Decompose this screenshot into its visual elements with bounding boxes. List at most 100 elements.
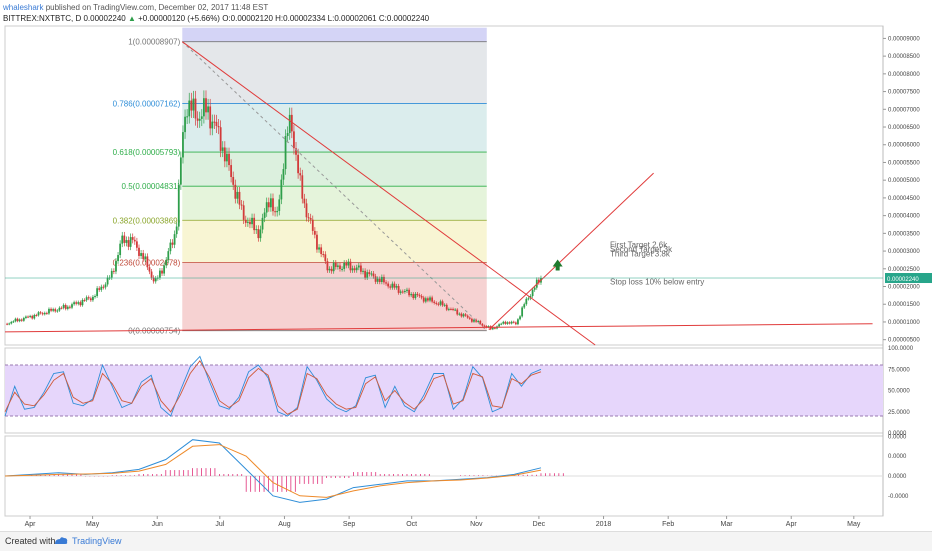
candle-body	[508, 322, 511, 324]
candle-body	[41, 313, 44, 315]
candle-body	[205, 98, 207, 113]
candle-body	[198, 118, 201, 121]
candle-body	[242, 205, 245, 220]
candle-body	[64, 304, 67, 309]
candle-body	[66, 306, 69, 309]
candle-body	[159, 270, 161, 278]
candle-body	[387, 283, 390, 287]
candle-body	[517, 319, 519, 325]
candle-body	[345, 262, 348, 266]
candle-body	[50, 308, 52, 311]
candle-body	[305, 203, 308, 218]
candle-body	[123, 235, 126, 243]
macd-tick-label: 0.0000	[888, 474, 907, 480]
candle-body	[410, 293, 413, 296]
candle-body	[182, 132, 184, 158]
candle-body	[69, 306, 71, 308]
candle-body	[62, 304, 65, 308]
candle-body	[368, 272, 371, 275]
price-tick-label: 0.00008000	[888, 72, 920, 78]
candle-body	[121, 235, 124, 244]
annotation-stop-loss: Stop loss 10% below entry	[610, 278, 704, 287]
candle-body	[150, 271, 153, 278]
candle-body	[27, 316, 29, 318]
candle-body	[81, 299, 84, 306]
high-value: 0.00002334	[283, 14, 326, 23]
price-tick-label: 0.00003500	[888, 231, 920, 237]
candle-body	[385, 282, 387, 284]
candle-body	[48, 308, 50, 314]
candle-body	[412, 293, 415, 299]
candle-body	[215, 121, 218, 127]
candle-body	[311, 219, 314, 231]
candle-body	[355, 267, 358, 271]
published-text: published on TradingView.com, December 0…	[45, 3, 269, 12]
candle-body	[424, 298, 427, 302]
candle-body	[232, 176, 235, 185]
price-tick-label: 0.00004500	[888, 196, 920, 202]
candle-body	[504, 321, 507, 324]
candle-body	[10, 321, 13, 324]
candle-body	[196, 118, 199, 121]
price-chart[interactable]: 0.786(0.00007162) 0.618(0.00005793) 0.5(0.…	[0, 0, 932, 530]
candle-body	[100, 286, 103, 290]
fib-zone	[182, 262, 487, 331]
stoch-tick-label: 0.0000	[888, 431, 907, 437]
candle-body	[230, 165, 233, 177]
candle-body	[441, 301, 444, 306]
support-trendline	[4, 323, 873, 333]
candle-body	[280, 179, 283, 200]
candle-body	[92, 296, 94, 301]
candle-body	[188, 100, 191, 117]
candle-body	[376, 278, 379, 282]
price-tick-label: 0.00002500	[888, 267, 920, 273]
candle-body	[173, 234, 176, 245]
candle-body	[347, 261, 350, 266]
candle-body	[106, 277, 109, 285]
candle-body	[445, 304, 448, 310]
change-value: +0.00000120 (+5.66%)	[138, 14, 220, 23]
ohlc-line: BITTREX:NXTBTC, D 0.00002240 ▲ +0.000001…	[3, 14, 429, 23]
candle-body	[234, 184, 237, 199]
candle-body	[460, 313, 463, 317]
candle-body	[117, 255, 119, 262]
candle-body	[334, 262, 337, 267]
last-price-tag-label: 0.00002240	[887, 277, 919, 283]
candle-body	[483, 325, 486, 327]
candle-body	[110, 270, 113, 278]
candle-body	[102, 286, 105, 288]
author-link[interactable]: whaleshark	[3, 3, 44, 12]
tradingview-brand[interactable]: TradingView	[72, 536, 122, 546]
candle-body	[383, 276, 385, 283]
price-tick-label: 0.00006500	[888, 125, 920, 131]
candle-body	[202, 98, 205, 117]
candle-body	[330, 268, 333, 272]
candle-body	[313, 230, 316, 235]
candle-body	[360, 265, 362, 272]
candle-body	[395, 286, 398, 288]
candle-body	[259, 229, 262, 239]
candle-body	[165, 259, 168, 266]
candle-body	[219, 127, 222, 151]
fib-zone	[182, 41, 487, 104]
candle-body	[142, 253, 145, 260]
candle-body	[177, 184, 180, 227]
candle-body	[420, 295, 423, 298]
candle-body	[267, 202, 270, 208]
fib-level-label: 0.382(0.00003869)	[113, 216, 181, 225]
candle-body	[129, 237, 132, 247]
price-tick-label: 0.00007000	[888, 107, 920, 113]
candle-body	[115, 261, 117, 272]
x-tick-label: Oct	[406, 521, 417, 528]
candle-body	[512, 321, 515, 323]
candle-body	[456, 309, 459, 315]
fib-zone	[182, 27, 487, 42]
candle-body	[58, 307, 61, 311]
candle-body	[510, 321, 513, 324]
x-tick-label: Aug	[278, 521, 291, 528]
candle-body	[301, 175, 304, 199]
candle-body	[211, 121, 214, 129]
candle-body	[60, 307, 63, 309]
annotation-second-target: Second Target 3k	[610, 245, 673, 254]
candle-body	[249, 221, 251, 225]
